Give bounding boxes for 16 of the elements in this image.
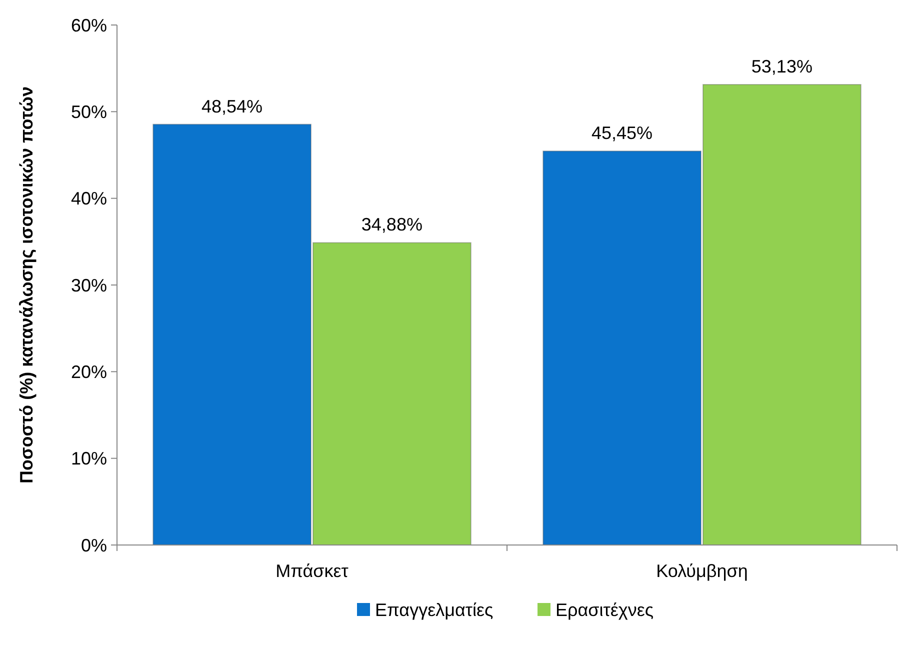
- data-label: 34,88%: [361, 214, 422, 235]
- y-tick-label: 40%: [70, 188, 107, 209]
- y-tick-label: 60%: [70, 15, 107, 36]
- y-tick-label: 30%: [70, 275, 107, 296]
- y-tick-label: 20%: [70, 362, 107, 382]
- y-tick-label: 10%: [70, 448, 107, 469]
- x-tick-label: Κολύμβηση: [656, 561, 748, 581]
- legend-label: Επαγγελματίες: [375, 600, 494, 620]
- data-label: 48,54%: [202, 96, 263, 116]
- x-tick-label: Μπάσκετ: [276, 561, 348, 581]
- y-tick-label: 0%: [80, 535, 107, 556]
- data-label: 53,13%: [751, 56, 812, 77]
- y-axis-title: Ποσοστό (%) κατανάλωσης ισοτονικών ποτών: [16, 86, 36, 484]
- y-tick-label: 50%: [70, 102, 107, 122]
- legend-label: Ερασιτέχνες: [556, 600, 654, 620]
- data-label: 45,45%: [592, 123, 653, 144]
